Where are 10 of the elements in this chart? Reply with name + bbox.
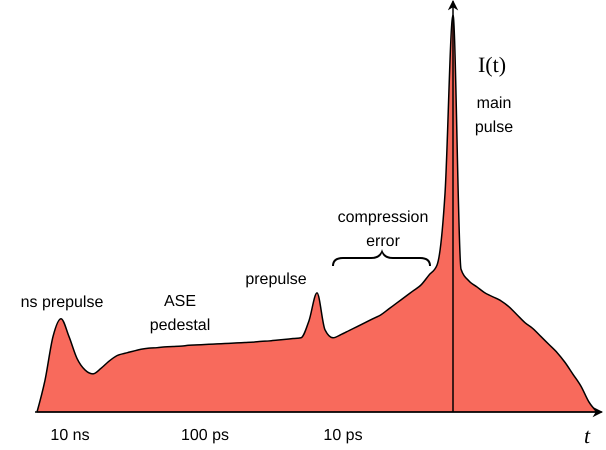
annotation: compression error (338, 209, 428, 250)
annotation: ns prepulse (20, 294, 104, 311)
text: 10 ps (323, 427, 363, 444)
text: 100 ps (180, 427, 230, 444)
annotation: main pulse (474, 95, 514, 136)
x-axis-title: t (584, 423, 591, 448)
annotation: ASE pedestal (150, 293, 210, 334)
annotation: prepulse (245, 271, 307, 288)
y-axis-title: I(t) (478, 52, 506, 77)
text: 10 ns (50, 427, 90, 444)
